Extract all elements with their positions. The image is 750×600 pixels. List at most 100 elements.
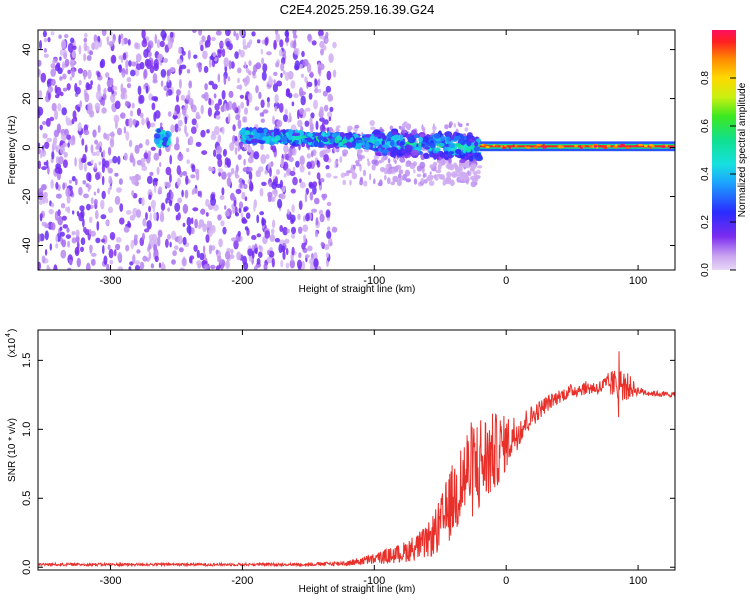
spectrogram-cell: [42, 30, 48, 38]
spectrogram-cell: [58, 34, 62, 39]
y-tick-label: 1.5: [21, 353, 33, 368]
spectrogram-cell: [38, 160, 41, 170]
spectrogram-cell: [83, 41, 88, 52]
spectrogram-cell: [307, 62, 311, 72]
spectrogram-cell: [239, 94, 244, 99]
spectrogram-cell: [106, 79, 112, 88]
spectrogram-cell: [201, 94, 207, 99]
spectrogram-cell: [195, 141, 202, 147]
spectrogram-cell: [262, 109, 269, 114]
spectrogram-cell: [62, 159, 68, 169]
spectrogram-cell: [255, 170, 261, 178]
x-tick-label: -200: [231, 575, 253, 587]
spectrogram-cell: [282, 186, 286, 193]
spectrogram-cell: [282, 226, 288, 236]
spectrogram-cell: [208, 244, 212, 255]
spectrogram-cell: [285, 262, 290, 269]
spectrogram-cell: [308, 92, 313, 100]
spectrogram-cell: [292, 141, 296, 147]
spectrogram-cell: [38, 233, 41, 243]
spectrogram-cell: [386, 152, 391, 156]
spectrogram-cell: [333, 175, 338, 179]
spectrogram-cell: [284, 71, 290, 81]
spectrogram-cell: [59, 231, 65, 237]
spectrogram-cell: [387, 158, 391, 164]
spectrogram-cell: [38, 69, 41, 76]
x-tick-label: 100: [629, 275, 647, 287]
spectrogram-cell: [270, 196, 276, 202]
spectrogram-cell: [185, 132, 189, 137]
spectrogram-cell: [71, 175, 76, 182]
spectrogram-cell: [397, 146, 401, 150]
spectrogram-cell: [176, 94, 179, 103]
spectrogram-cell: [147, 243, 152, 251]
spectrogram-cell: [362, 169, 367, 177]
spectrogram-cell: [128, 117, 133, 128]
spectrogram-cell: [298, 226, 303, 234]
spectrogram-cell: [432, 161, 438, 167]
spectrogram-cell: [297, 259, 302, 270]
spectrogram-cell: [213, 204, 219, 212]
spectrogram-cell: [237, 230, 241, 237]
spectrogram-cell: [46, 159, 49, 169]
spectrogram-cell: [158, 148, 162, 157]
spectrogram-cell: [56, 62, 61, 69]
spectrogram-cell: [143, 49, 149, 58]
spectrogram-cell: [251, 31, 256, 37]
y-tick-label: 0.5: [21, 491, 33, 506]
spectrogram-cell: [103, 88, 107, 95]
spectrogram-cell: [243, 158, 246, 166]
spectrogram-cell: [319, 150, 324, 158]
spectrogram-cell: [182, 171, 188, 176]
spectrogram-cell: [80, 157, 87, 163]
spectrogram-cell: [50, 222, 56, 231]
spectrogram-cell: [107, 244, 111, 251]
spectrogram-cell: [79, 205, 85, 212]
spectrogram-cell: [399, 141, 405, 146]
spectrogram-cell: [280, 259, 284, 268]
spectrogram-cell: [217, 158, 223, 168]
snr-scale-close: ): [7, 329, 18, 332]
spectrogram-cell: [451, 171, 458, 178]
spectrogram-cell: [318, 30, 324, 37]
spectrogram-cell: [208, 97, 212, 106]
spectrogram-cell: [256, 233, 262, 238]
spectrogram-cell: [150, 199, 156, 209]
spectrogram-cell: [413, 169, 416, 174]
spectrogram-cell: [55, 156, 60, 165]
spectrogram-cell: [373, 129, 381, 136]
spectrogram-cell: [442, 147, 448, 152]
spectrogram-cell: [139, 112, 144, 119]
spectrogram-cell: [301, 242, 306, 250]
spectrogram-cell: [93, 191, 97, 196]
spectrogram-cell: [238, 201, 244, 209]
spectrogram-cell: [120, 57, 124, 63]
spectrogram-cell: [327, 131, 331, 137]
spectrogram-cell: [109, 232, 116, 240]
spectrogram-cell: [331, 133, 336, 138]
spectrogram-cell: [126, 83, 132, 89]
spectrogram-cell: [214, 125, 220, 136]
spectrogram-cell: [241, 217, 246, 224]
spectrogram-cell: [227, 113, 231, 123]
spectrogram-cell: [363, 180, 368, 187]
spectrogram-cell: [252, 70, 256, 76]
spectrogram-cell: [448, 143, 455, 149]
spectrogram-cell: [126, 77, 132, 83]
spectrogram-cell: [240, 212, 244, 218]
spectrogram-cell: [258, 91, 262, 99]
spectrogram-cell: [227, 172, 232, 178]
spectrogram-cell: [317, 78, 321, 87]
spectrogram-cell: [215, 114, 221, 120]
spectrogram-cell: [329, 106, 334, 113]
spectrogram-cell: [169, 154, 172, 165]
spectrogram-cell: [275, 33, 281, 42]
spectrogram-cell: [125, 244, 130, 252]
spectrogram-cell: [399, 126, 406, 131]
spectrogram-cell: [215, 265, 220, 270]
spectrogram-cell: [101, 30, 107, 37]
x-tick-label: -100: [363, 275, 385, 287]
spectrogram-cell: [252, 74, 257, 79]
spectrogram-cell: [61, 107, 67, 116]
spectrogram-cell: [313, 140, 319, 148]
